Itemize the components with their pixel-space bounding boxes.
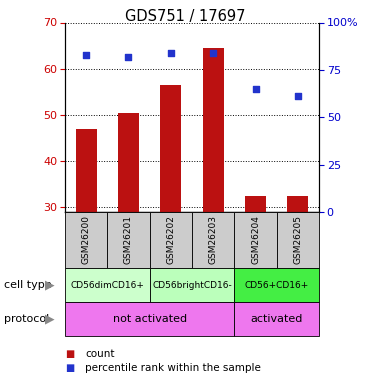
Text: cell type: cell type [4, 280, 51, 290]
Bar [245, 196, 266, 212]
Bar [150, 212, 192, 268]
Bar [277, 212, 319, 268]
Text: CD56brightCD16-: CD56brightCD16- [152, 280, 232, 290]
Bar [118, 112, 139, 212]
Point [210, 50, 216, 55]
Bar [107, 212, 150, 268]
Text: ■: ■ [65, 363, 74, 373]
Bar [65, 268, 150, 302]
Bar [65, 302, 234, 336]
Bar [287, 196, 308, 212]
Text: protocol: protocol [4, 314, 49, 324]
Text: activated: activated [250, 314, 303, 324]
Point [125, 54, 131, 60]
Point [295, 93, 301, 99]
Bar [65, 212, 107, 268]
Text: percentile rank within the sample: percentile rank within the sample [85, 363, 261, 373]
Point [168, 50, 174, 55]
Bar [160, 85, 181, 212]
Text: GSM26202: GSM26202 [166, 216, 175, 264]
Text: GSM26203: GSM26203 [209, 216, 218, 264]
Bar [234, 302, 319, 336]
Point [253, 87, 259, 93]
Bar [203, 48, 224, 212]
Bar [76, 129, 97, 212]
Bar [192, 212, 234, 268]
Text: GSM26204: GSM26204 [251, 216, 260, 264]
Text: CD56+CD16+: CD56+CD16+ [244, 280, 309, 290]
Text: GSM26201: GSM26201 [124, 216, 133, 264]
Text: GDS751 / 17697: GDS751 / 17697 [125, 9, 246, 24]
Text: not activated: not activated [112, 314, 187, 324]
Text: CD56dimCD16+: CD56dimCD16+ [70, 280, 144, 290]
Bar [234, 212, 277, 268]
Text: ▶: ▶ [45, 279, 55, 291]
Bar [234, 268, 319, 302]
Text: GSM26205: GSM26205 [293, 216, 302, 264]
Bar [150, 268, 234, 302]
Point [83, 52, 89, 58]
Text: ■: ■ [65, 350, 74, 359]
Text: ▶: ▶ [45, 312, 55, 325]
Text: GSM26200: GSM26200 [82, 216, 91, 264]
Text: count: count [85, 350, 115, 359]
